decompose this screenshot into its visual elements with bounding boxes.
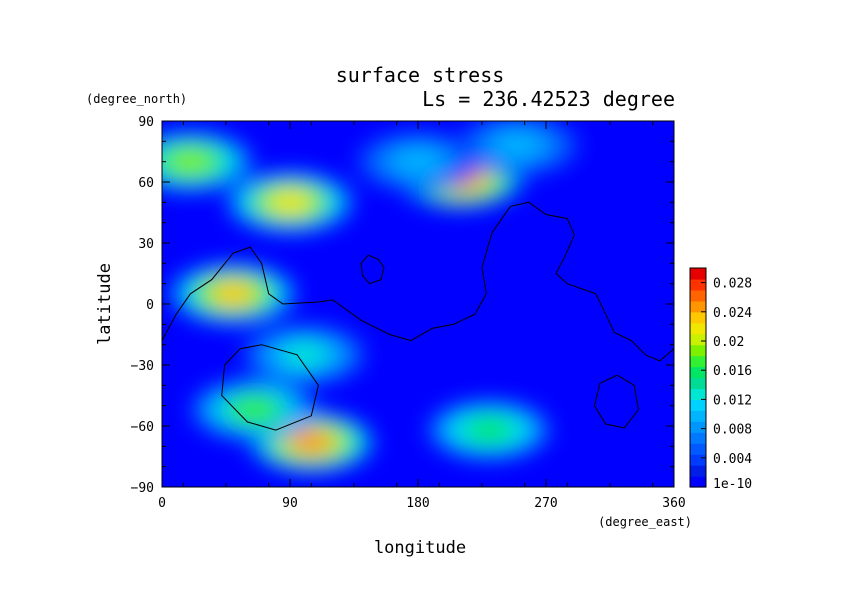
stress-field	[162, 121, 580, 473]
colorbar-tick-label: 0.016	[713, 364, 752, 379]
colorbar-segment	[690, 476, 706, 488]
y-tick-label: 60	[138, 176, 154, 191]
y-tick-label: −90	[131, 481, 154, 496]
stress-hotspot	[162, 131, 253, 192]
colorbar-segment	[690, 300, 706, 313]
stress-hotspot-ring	[282, 342, 327, 368]
stress-hotspot-ring	[396, 149, 440, 175]
colorbar-min-label: 1e-10	[713, 477, 752, 492]
stress-hotspot	[356, 131, 480, 192]
plot-area	[162, 121, 674, 487]
stress-hotspot	[455, 121, 580, 176]
contour-c	[360, 254, 385, 285]
colorbar-tick-label: 0.024	[713, 306, 752, 321]
y-tick-label: 30	[138, 237, 154, 252]
chart-title: surface stress	[336, 63, 505, 87]
contour-b	[221, 344, 319, 431]
colorbar-frame	[689, 267, 707, 488]
colorbar-segment	[690, 344, 706, 357]
colorbar: 0.004 0.008 0.012 0.016 0.02 0.024 0.028 1e-10	[689, 267, 752, 492]
colorbar-tick-label: 0.004	[713, 452, 752, 467]
colorbar-segment	[690, 388, 706, 400]
colorbar-segment	[690, 410, 706, 422]
x-axis-title: longitude	[374, 538, 466, 558]
stress-hotspot-ring	[168, 149, 213, 175]
x-unit-label: (degree_east)	[598, 515, 692, 529]
colorbar-segment	[690, 465, 706, 477]
stress-hotspot-ring	[232, 397, 277, 423]
colorbar-tick-label: 0.008	[713, 423, 752, 438]
colorbar-segment	[690, 333, 706, 346]
chart-subtitle: Ls = 236.42523 degree	[422, 87, 675, 111]
coastline-contours	[162, 201, 674, 431]
colorbar-segment	[690, 377, 706, 390]
colorbar-tick-label: 0.012	[713, 393, 752, 408]
axis-ticks: 0 90 180 270 360 90 60 30 0 −30 −60 −90	[131, 115, 686, 511]
x-tick-label: 180	[406, 496, 429, 511]
x-tick-label: 0	[158, 496, 166, 511]
stress-hotspot	[427, 400, 552, 461]
colorbar-segment	[690, 268, 706, 280]
stress-hotspot-ring	[467, 417, 512, 443]
contour-a	[162, 201, 674, 362]
stress-hotspot	[192, 379, 317, 440]
stress-hotspot-ring	[495, 133, 540, 158]
stress-hotspot	[242, 324, 367, 385]
stress-hotspot	[171, 263, 296, 324]
colorbar-segment	[690, 289, 706, 302]
colorbar-segment	[690, 454, 706, 466]
contour-d	[593, 374, 639, 429]
stress-hotspot	[228, 172, 352, 233]
stress-hotspot-ring	[289, 429, 334, 455]
y-tick-label: 0	[146, 298, 154, 313]
y-tick-label: 90	[138, 115, 154, 130]
colorbar-segment	[690, 443, 706, 455]
colorbar-tick-label: 0.02	[713, 335, 744, 350]
colorbar-segment	[690, 421, 706, 433]
y-axis-title: latitude	[95, 263, 115, 345]
colorbar-segment	[690, 399, 706, 411]
colorbar-segment	[690, 322, 706, 335]
stress-hotspot-ring	[211, 281, 256, 307]
colorbar-segment	[690, 355, 706, 368]
x-tick-label: 90	[282, 496, 298, 511]
colorbar-tick-label: 0.028	[713, 277, 752, 292]
colorbar-segment	[690, 278, 706, 291]
colorbar-segment	[690, 366, 706, 379]
colorbar-segment	[690, 311, 706, 324]
y-tick-label: −30	[131, 359, 154, 374]
y-tick-label: −60	[131, 420, 154, 435]
x-tick-label: 270	[534, 496, 557, 511]
x-tick-label: 360	[662, 496, 685, 511]
stress-hotspot-ring	[268, 189, 312, 215]
colorbar-segment	[690, 432, 706, 444]
y-unit-label: (degree_north)	[86, 92, 187, 106]
